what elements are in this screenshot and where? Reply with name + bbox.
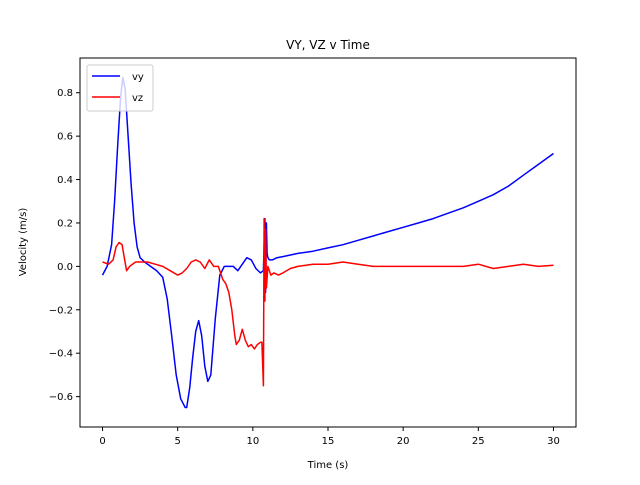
x-tick-label: 30 bbox=[547, 436, 560, 447]
x-axis-label: Time (s) bbox=[307, 460, 349, 471]
y-tick-label: 0.2 bbox=[57, 218, 73, 229]
plot-area bbox=[80, 58, 576, 427]
y-tick-label: 0.4 bbox=[57, 175, 73, 186]
y-ticks: −0.6 −0.4 −0.2 0.0 0.2 0.4 0.6 0.8 bbox=[49, 88, 80, 403]
x-tick-label: 0 bbox=[99, 436, 105, 447]
x-tick-label: 20 bbox=[397, 436, 410, 447]
x-tick-label: 15 bbox=[322, 436, 335, 447]
y-tick-label: −0.2 bbox=[49, 305, 73, 316]
chart-title: VY, VZ v Time bbox=[286, 38, 370, 52]
y-axis-label: Velocity (m/s) bbox=[18, 208, 29, 277]
legend: vy vz bbox=[86, 64, 154, 112]
x-tick-label: 10 bbox=[246, 436, 259, 447]
y-tick-label: 0.0 bbox=[57, 262, 73, 273]
legend-label-vy: vy bbox=[132, 72, 144, 83]
y-tick-label: −0.4 bbox=[49, 349, 73, 360]
series-line-vy bbox=[101, 76, 554, 409]
x-tick-label: 5 bbox=[175, 436, 181, 447]
series-line-vz bbox=[102, 217, 554, 387]
y-tick-label: 0.8 bbox=[57, 88, 73, 99]
x-ticks: 0 5 10 15 20 25 30 bbox=[99, 427, 560, 447]
y-tick-label: 0.6 bbox=[57, 132, 73, 143]
legend-label-vz: vz bbox=[132, 93, 143, 104]
y-tick-label: −0.6 bbox=[49, 392, 73, 403]
series-layer bbox=[101, 76, 554, 409]
x-tick-label: 25 bbox=[472, 436, 485, 447]
